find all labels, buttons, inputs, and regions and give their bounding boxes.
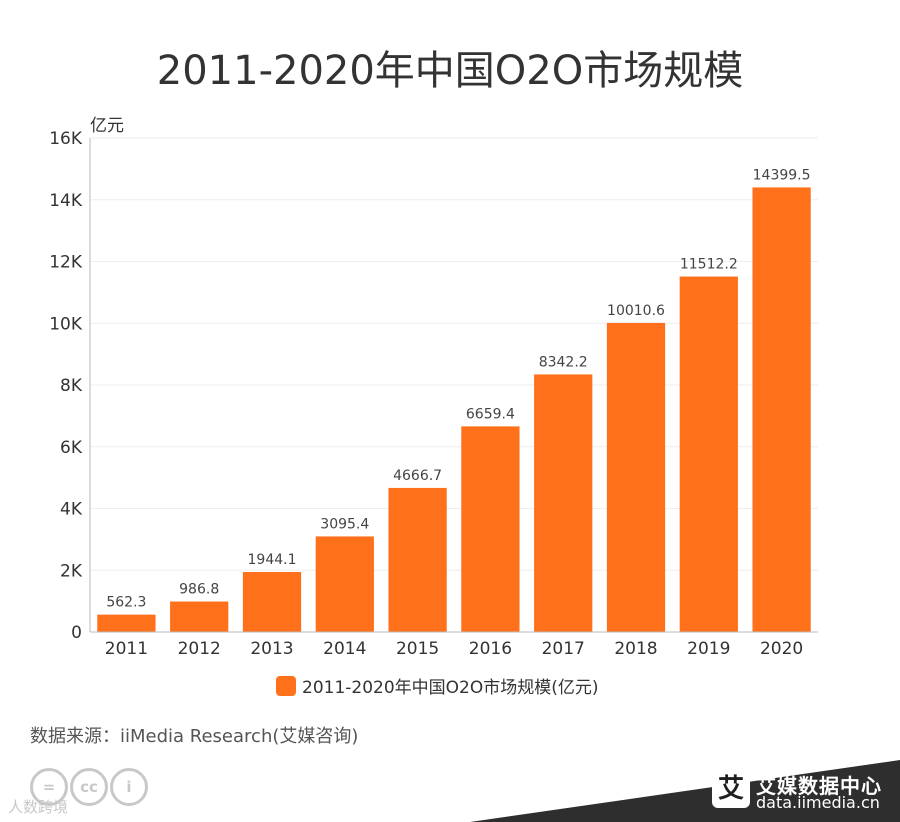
bar[interactable] — [606, 322, 666, 632]
brand-url: data.iimedia.cn — [756, 793, 880, 812]
x-tick-label: 2011 — [105, 639, 148, 659]
x-tick-label: 2015 — [396, 639, 439, 659]
bar[interactable] — [97, 614, 156, 632]
footer-band — [470, 760, 900, 822]
bars: 562.3 986.8 1944.1 3095.4 4666.7 6659.4 8342.2… — [97, 167, 811, 632]
bar[interactable] — [170, 601, 229, 632]
data-label: 562.3 — [106, 595, 146, 611]
data-label: 1944.1 — [248, 552, 297, 568]
gridlines — [90, 137, 818, 571]
legend-swatch[interactable] — [276, 676, 296, 696]
bar[interactable] — [679, 276, 738, 632]
x-tick-label: 2019 — [687, 639, 730, 659]
watermark: 人数跨境 — [8, 798, 69, 816]
bar[interactable] — [388, 487, 447, 632]
y-tick-label: 4K — [60, 500, 83, 520]
legend-label[interactable]: 2011-2020年中国O2O市场规模(亿元) — [302, 678, 599, 698]
bar[interactable] — [242, 571, 302, 632]
chart: 2011-2020年中国O2O市场规模 亿元 0 2K 4K 6K 8K 10K 12K 14… — [49, 48, 818, 698]
y-tick-label: 14K — [49, 191, 83, 211]
y-tick-label: 8K — [60, 376, 83, 396]
data-source: 数据来源：iiMedia Research(艾媒咨询) — [30, 726, 359, 747]
y-axis-unit: 亿元 — [90, 116, 124, 136]
data-label: 11512.2 — [680, 257, 738, 273]
y-tick-label: 10K — [49, 314, 83, 334]
x-tick-label: 2016 — [469, 639, 512, 659]
data-label: 986.8 — [179, 582, 219, 598]
data-label: 4666.7 — [393, 468, 442, 484]
legend[interactable]: 2011-2020年中国O2O市场规模(亿元) — [276, 676, 599, 698]
data-label: 10010.6 — [607, 303, 665, 319]
bar[interactable] — [752, 187, 811, 632]
x-axis-ticks: 2011 2012 2013 2014 2015 2016 2017 2018 2019 2020 — [105, 639, 803, 659]
data-label: 14399.5 — [753, 167, 811, 183]
brand-logo: 艾 艾媒数据中心 data.iimedia.cn — [712, 770, 892, 814]
x-tick-label: 2020 — [760, 639, 803, 659]
x-tick-label: 2017 — [542, 639, 585, 659]
brand-name: 艾媒数据中心 — [756, 774, 882, 798]
footer-dark-band — [470, 760, 900, 822]
bar[interactable] — [461, 426, 520, 632]
y-axis-ticks: 0 2K 4K 6K 8K 10K 12K 14K 16K — [49, 129, 83, 643]
data-label: 3095.4 — [320, 516, 369, 532]
x-tick-label: 2018 — [614, 639, 657, 659]
cc-icon: cc — [70, 768, 108, 806]
person-icon: i — [110, 768, 148, 806]
bar[interactable] — [315, 536, 374, 632]
x-tick-label: 2013 — [250, 639, 293, 659]
y-tick-label: 12K — [49, 253, 83, 273]
data-label: 6659.4 — [466, 406, 515, 422]
chart-title: 2011-2020年中国O2O市场规模 — [157, 48, 743, 94]
x-tick-label: 2012 — [178, 639, 221, 659]
y-tick-label: 16K — [49, 129, 83, 149]
brand-mark-icon: 艾 — [712, 770, 750, 808]
equals-icon: = — [30, 768, 68, 806]
y-tick-label: 6K — [60, 438, 83, 458]
data-label: 8342.2 — [539, 354, 588, 370]
bar[interactable] — [534, 374, 593, 632]
y-tick-label: 0 — [71, 623, 82, 643]
x-tick-label: 2014 — [323, 639, 366, 659]
y-tick-label: 2K — [60, 561, 83, 581]
cc-license-icons: = cc i — [30, 768, 150, 806]
